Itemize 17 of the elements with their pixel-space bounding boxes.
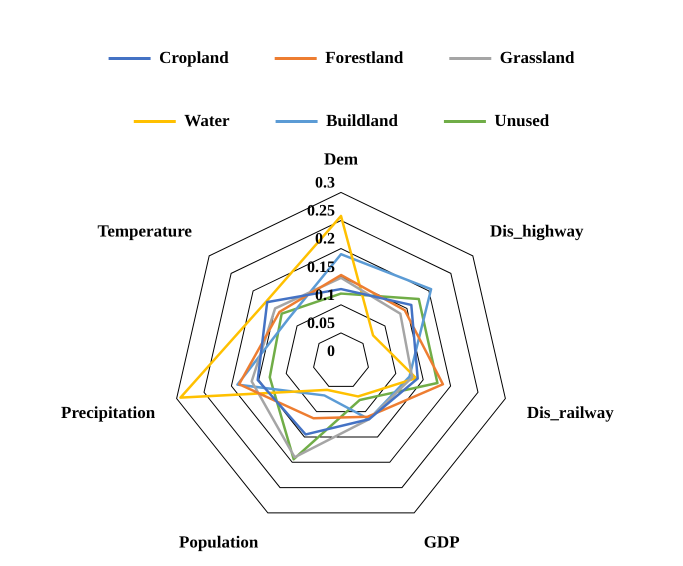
y-tick-label: 0.25 <box>307 202 335 220</box>
legend-label: Unused <box>494 110 550 130</box>
y-tick-label: 0.05 <box>307 315 335 332</box>
spoke-label: GDP <box>424 532 460 552</box>
legend-label: Grassland <box>500 48 575 67</box>
legend-label: Water <box>184 110 230 130</box>
y-tick-label: 0 <box>327 343 335 360</box>
legend-label: Forestland <box>325 48 404 67</box>
legend-label: Cropland <box>159 48 230 67</box>
spoke-label: Precipitation <box>61 403 156 422</box>
legend-label: Buildland <box>326 110 398 130</box>
spoke-label: Dis_railway <box>526 403 614 422</box>
spoke-label: Dem <box>324 150 358 169</box>
y-tick-label: 0.3 <box>315 174 335 192</box>
spoke-label: Temperature <box>98 221 192 240</box>
spoke-label: Population <box>178 532 259 552</box>
spoke-label: Dis_highway <box>490 221 584 240</box>
